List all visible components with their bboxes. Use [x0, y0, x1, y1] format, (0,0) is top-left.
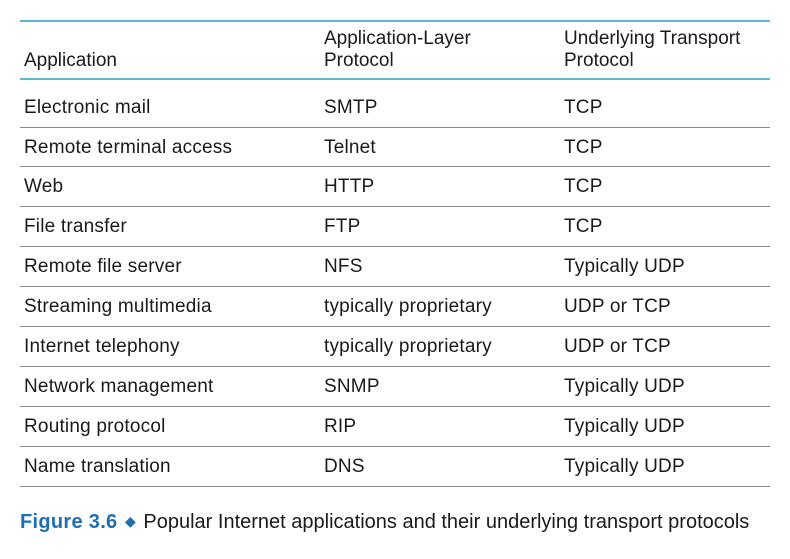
table-row: WebHTTPTCP — [20, 167, 770, 207]
table-cell: Web — [20, 167, 320, 207]
table-cell: TCP — [560, 127, 770, 167]
column-header: Underlying TransportProtocol — [560, 21, 770, 79]
table-cell: Internet telephony — [20, 327, 320, 367]
table-cell: File transfer — [20, 207, 320, 247]
table-cell: Remote file server — [20, 247, 320, 287]
figure-label: Figure 3.6 — [20, 511, 117, 533]
table-cell: UDP or TCP — [560, 327, 770, 367]
table-row: Remote file serverNFSTypically UDP — [20, 247, 770, 287]
table-row: Electronic mailSMTPTCP — [20, 79, 770, 127]
table-row: Remote terminal accessTelnetTCP — [20, 127, 770, 167]
table-row: File transferFTPTCP — [20, 207, 770, 247]
table-header: ApplicationApplication-LayerProtocolUnde… — [20, 21, 770, 79]
table-cell: Routing protocol — [20, 406, 320, 446]
table-cell: Typically UDP — [560, 406, 770, 446]
table-cell: TCP — [560, 167, 770, 207]
table-cell: typically proprietary — [320, 327, 560, 367]
table-cell: NFS — [320, 247, 560, 287]
table-cell: TCP — [560, 79, 770, 127]
table-row: Name translationDNSTypically UDP — [20, 446, 770, 486]
protocols-table: ApplicationApplication-LayerProtocolUnde… — [20, 20, 770, 487]
column-header: Application-LayerProtocol — [320, 21, 560, 79]
table-body: Electronic mailSMTPTCPRemote terminal ac… — [20, 79, 770, 486]
column-header: Application — [20, 21, 320, 79]
table-cell: RIP — [320, 406, 560, 446]
table-cell: typically proprietary — [320, 287, 560, 327]
table-cell: Typically UDP — [560, 366, 770, 406]
table-cell: DNS — [320, 446, 560, 486]
table-row: Streaming multimediatypically proprietar… — [20, 287, 770, 327]
table-cell: Network management — [20, 366, 320, 406]
table-cell: Remote terminal access — [20, 127, 320, 167]
table-cell: FTP — [320, 207, 560, 247]
table-row: Routing protocolRIPTypically UDP — [20, 406, 770, 446]
table-cell: Telnet — [320, 127, 560, 167]
table-cell: TCP — [560, 207, 770, 247]
table-cell: Typically UDP — [560, 446, 770, 486]
diamond-icon: ◆ — [125, 512, 136, 531]
table-cell: HTTP — [320, 167, 560, 207]
table-cell: SNMP — [320, 366, 560, 406]
table-cell: Electronic mail — [20, 79, 320, 127]
figure-caption: Figure 3.6 ◆ Popular Internet applicatio… — [20, 509, 770, 536]
table-cell: Typically UDP — [560, 247, 770, 287]
table-row: Network managementSNMPTypically UDP — [20, 366, 770, 406]
table-cell: UDP or TCP — [560, 287, 770, 327]
table-cell: Streaming multimedia — [20, 287, 320, 327]
table-row: Internet telephonytypically proprietaryU… — [20, 327, 770, 367]
caption-text: Popular Internet applications and their … — [143, 511, 749, 533]
table-cell: Name translation — [20, 446, 320, 486]
table-cell: SMTP — [320, 79, 560, 127]
